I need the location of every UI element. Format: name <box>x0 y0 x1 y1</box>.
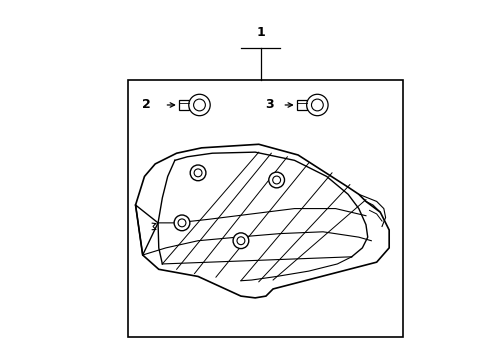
Polygon shape <box>135 144 388 298</box>
Circle shape <box>237 237 244 245</box>
Circle shape <box>311 99 323 111</box>
Text: 2: 2 <box>142 99 150 112</box>
Circle shape <box>233 233 248 249</box>
Circle shape <box>272 176 280 184</box>
Circle shape <box>174 215 189 231</box>
Circle shape <box>188 94 210 116</box>
Circle shape <box>193 99 205 111</box>
Text: 3: 3 <box>264 99 273 112</box>
Circle shape <box>190 165 205 181</box>
Bar <box>296 100 306 110</box>
Text: 1: 1 <box>256 26 264 39</box>
Bar <box>179 100 188 110</box>
Bar <box>128 80 403 337</box>
Circle shape <box>194 169 202 177</box>
Circle shape <box>268 172 284 188</box>
Circle shape <box>306 94 327 116</box>
Circle shape <box>178 219 185 227</box>
